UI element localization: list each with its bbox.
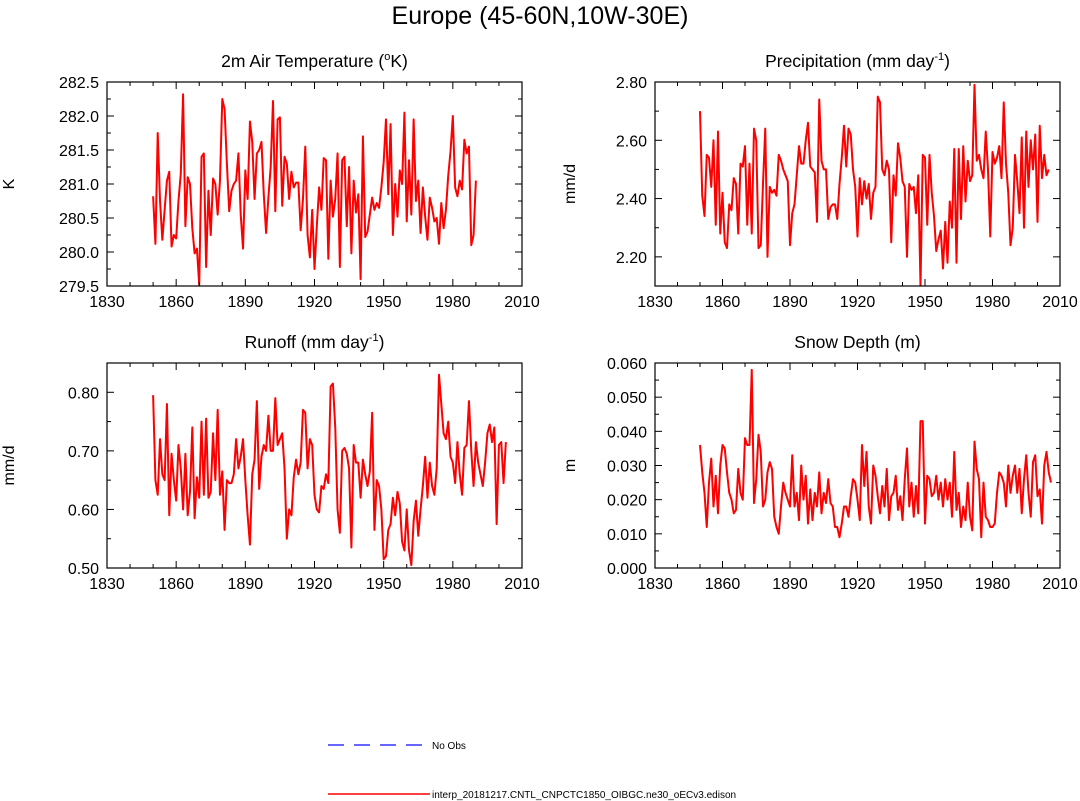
y-tick-label: 282.0 [59,109,99,126]
x-tick-label: 1950 [907,576,943,593]
y-tick-label: 0.000 [607,561,647,578]
y-tick-label: 0.60 [68,502,99,519]
y-tick-label: 2.80 [616,75,647,92]
y-tick-label: 0.020 [607,493,647,510]
y-tick-label: 2.60 [616,133,647,150]
x-tick-label: 1980 [435,576,471,593]
y-tick-label: 280.5 [59,211,99,228]
y-axis-label-precipitation: mm/d [562,164,579,204]
series-line-runoff [152,373,507,567]
chart-precipitation: 1830 1860 1890 1920 1950 1980 2010 2.20 2.40 2.60… [562,51,1078,311]
x-tick-label: 1830 [89,576,125,593]
x-tick-label: 1890 [772,294,808,311]
series-line-precipitation [699,83,1050,286]
x-tick-label: 1920 [297,294,333,311]
x-tick-label: 1920 [840,294,876,311]
x-tick-label: 2010 [1042,576,1078,593]
x-tick-label: 1950 [366,576,402,593]
figure-title: Europe (45-60N,10W-30E) [392,2,689,30]
y-tick-label: 0.050 [607,390,647,407]
y-tick-label: 0.060 [607,356,647,373]
panel-title-precipitation: Precipitation (mm day-1) [765,51,950,71]
y-tick-label: 2.40 [616,192,647,209]
x-tick-label: 1890 [228,576,264,593]
x-tick-label: 1920 [297,576,333,593]
legend-label: interp_20181217.CNTL_CNPCTC1850_OIBGC.ne… [432,790,736,801]
x-tick-label: 1860 [158,294,194,311]
panel-title-temperature: 2m Air Temperature (oK) [221,51,408,71]
y-axis-label-snow-depth: m [562,459,579,472]
y-tick-label: 281.5 [59,143,99,160]
y-tick-label: 0.80 [68,385,99,402]
panel-title-snow-depth: Snow Depth (m) [794,332,920,352]
y-tick-label: 281.0 [59,177,99,194]
x-tick-label: 1860 [158,576,194,593]
plot-frame-snow-depth [654,362,1061,569]
y-tick-label: 0.50 [68,561,99,578]
series-line-snow-depth [699,368,1052,539]
x-tick-label: 1860 [705,576,741,593]
x-tick-label: 1920 [840,576,876,593]
legend: No Obs interp_20181217.CNTL_CNPCTC1850_OI… [328,741,736,801]
series-line-temperature [152,93,477,286]
panel-title-runoff: Runoff (mm day-1) [245,332,385,352]
y-axis-label-temperature: K [1,178,18,189]
chart-temperature: 1830 1860 1890 1920 1950 1980 2010 279.5 280.0 28… [1,51,540,311]
y-tick-label: 282.5 [59,75,99,92]
y-tick-label: 0.70 [68,444,99,461]
x-tick-label: 1980 [975,294,1011,311]
x-tick-label: 1950 [907,294,943,311]
x-tick-label: 1980 [435,294,471,311]
chart-runoff: 1830 1860 1890 1920 1950 1980 2010 0.50 0.60 0.70… [1,332,540,593]
x-tick-label: 1830 [637,294,673,311]
x-tick-label: 1890 [772,576,808,593]
y-tick-label: 0.040 [607,424,647,441]
x-tick-label: 2010 [1042,294,1078,311]
chart-snow-depth: 1830 1860 1890 1920 1950 1980 2010 0.000 0.010 0.… [562,332,1078,593]
x-tick-label: 1980 [975,576,1011,593]
y-axis-label-runoff: mm/d [1,446,18,486]
x-tick-label: 1860 [705,294,741,311]
y-tick-label: 280.0 [59,245,99,262]
x-tick-label: 2010 [504,294,540,311]
y-tick-label: 0.010 [607,527,647,544]
y-tick-label: 0.030 [607,459,647,476]
legend-label: No Obs [432,741,466,752]
x-tick-label: 1830 [89,294,125,311]
y-tick-label: 279.5 [59,279,99,296]
chart-panels: 1830 1860 1890 1920 1950 1980 2010 279.5 280.0 28… [1,51,1078,593]
y-tick-label: 2.20 [616,250,647,267]
x-tick-label: 1950 [366,294,402,311]
x-tick-label: 1830 [637,576,673,593]
x-tick-label: 1890 [228,294,264,311]
x-tick-label: 2010 [504,576,540,593]
